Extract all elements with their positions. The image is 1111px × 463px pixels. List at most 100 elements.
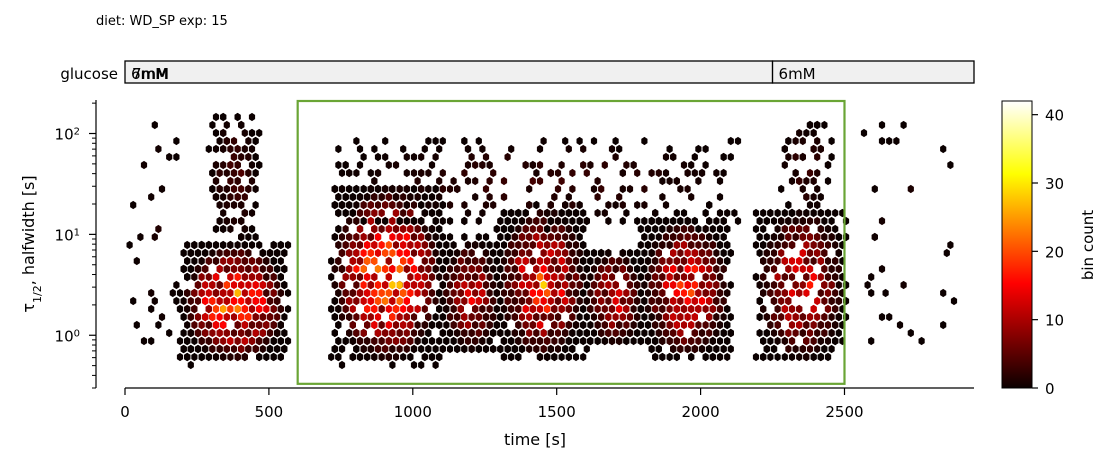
hex-cell	[367, 296, 374, 306]
hex-cell	[824, 320, 832, 330]
hex-cell	[655, 312, 662, 322]
hex-cell	[396, 200, 403, 210]
hex-cell	[432, 264, 439, 274]
hex-cell	[706, 280, 713, 290]
hex-cell	[623, 288, 630, 298]
hex-cell	[569, 280, 576, 290]
hex-cell	[446, 344, 454, 354]
hex-cell	[832, 320, 839, 330]
hex-cell	[342, 336, 349, 346]
hex-cell	[418, 344, 425, 354]
hex-cell	[428, 256, 436, 266]
hex-cell	[508, 240, 515, 250]
hex-cell	[688, 320, 695, 330]
hex-cell	[497, 296, 504, 306]
hex-cell	[684, 280, 691, 290]
hex-cell	[486, 320, 493, 330]
hex-cell	[947, 240, 954, 250]
hex-cell	[205, 256, 212, 266]
hex-cell	[346, 184, 353, 194]
hex-cell	[821, 120, 828, 130]
hex-cell	[616, 256, 623, 266]
hex-cell	[598, 328, 605, 338]
hex-cell	[346, 168, 353, 178]
hex-cell	[425, 280, 432, 290]
hex-cell	[652, 288, 659, 298]
hex-cell	[709, 288, 716, 298]
hex-cell	[727, 312, 734, 322]
hex-cell	[414, 336, 421, 346]
hex-cell	[677, 248, 684, 258]
hex-cell	[662, 312, 670, 322]
hex-cell	[569, 184, 576, 194]
hex-cell	[785, 344, 792, 354]
hex-cell	[716, 176, 724, 186]
hex-cell	[234, 272, 241, 282]
hex-cell	[407, 304, 414, 314]
hex-cell	[346, 264, 353, 274]
hex-cell	[349, 352, 356, 362]
hex-cell	[360, 264, 367, 274]
hex-cell	[259, 248, 266, 258]
hex-cell	[562, 280, 569, 290]
hex-cell	[522, 256, 529, 266]
hex-cell	[209, 184, 216, 194]
hex-cell	[774, 352, 781, 362]
hex-cell	[760, 304, 767, 314]
hex-cell	[371, 240, 378, 250]
hex-cell	[774, 224, 781, 234]
hex-cell	[284, 304, 292, 314]
hex-cell	[580, 144, 587, 154]
hex-cell	[382, 152, 389, 162]
hex-cell	[608, 288, 616, 298]
hex-cell	[504, 232, 511, 242]
hex-cell	[551, 288, 558, 298]
hex-cell	[338, 344, 346, 354]
hex-cell	[410, 360, 418, 370]
hex-cell	[544, 208, 551, 218]
hex-cell	[767, 208, 774, 218]
hex-cell	[353, 216, 360, 226]
hex-cell	[612, 296, 619, 306]
hex-cell	[652, 320, 659, 330]
hex-cell	[608, 320, 616, 330]
hex-cell	[565, 288, 572, 298]
hex-cell	[497, 344, 504, 354]
hex-cell	[274, 328, 281, 338]
hex-cell	[407, 208, 414, 218]
hex-cell	[230, 312, 238, 322]
hex-cell	[558, 304, 565, 314]
hex-cell	[947, 160, 954, 170]
hex-cell	[670, 280, 677, 290]
hex-cell	[522, 208, 529, 218]
hex-cell	[382, 264, 389, 274]
hex-cell	[234, 352, 241, 362]
hex-cell	[493, 272, 500, 282]
hex-cell	[464, 288, 472, 298]
hex-cell	[680, 272, 688, 282]
hex-cell	[540, 328, 547, 338]
hex-cell	[234, 320, 241, 330]
hex-cell	[688, 160, 695, 170]
hex-cell	[515, 256, 522, 266]
hex-cell	[684, 344, 691, 354]
hex-cell	[551, 320, 558, 330]
hex-cell	[522, 272, 529, 282]
hex-cell	[526, 216, 533, 226]
hex-cell	[374, 248, 382, 258]
hex-cell	[756, 216, 763, 226]
hex-cell	[691, 232, 698, 242]
hex-cell	[382, 200, 389, 210]
hex-cell	[428, 240, 436, 250]
hex-cell	[223, 280, 230, 290]
hex-cell	[734, 216, 742, 226]
hex-cell	[396, 280, 403, 290]
hex-cell	[443, 256, 450, 266]
hex-cell	[565, 256, 572, 266]
hex-cell	[364, 352, 371, 362]
hex-cell	[464, 176, 472, 186]
hex-cell	[468, 152, 475, 162]
hex-cell	[133, 320, 140, 330]
hex-cell	[482, 344, 490, 354]
hex-cell	[425, 136, 432, 146]
